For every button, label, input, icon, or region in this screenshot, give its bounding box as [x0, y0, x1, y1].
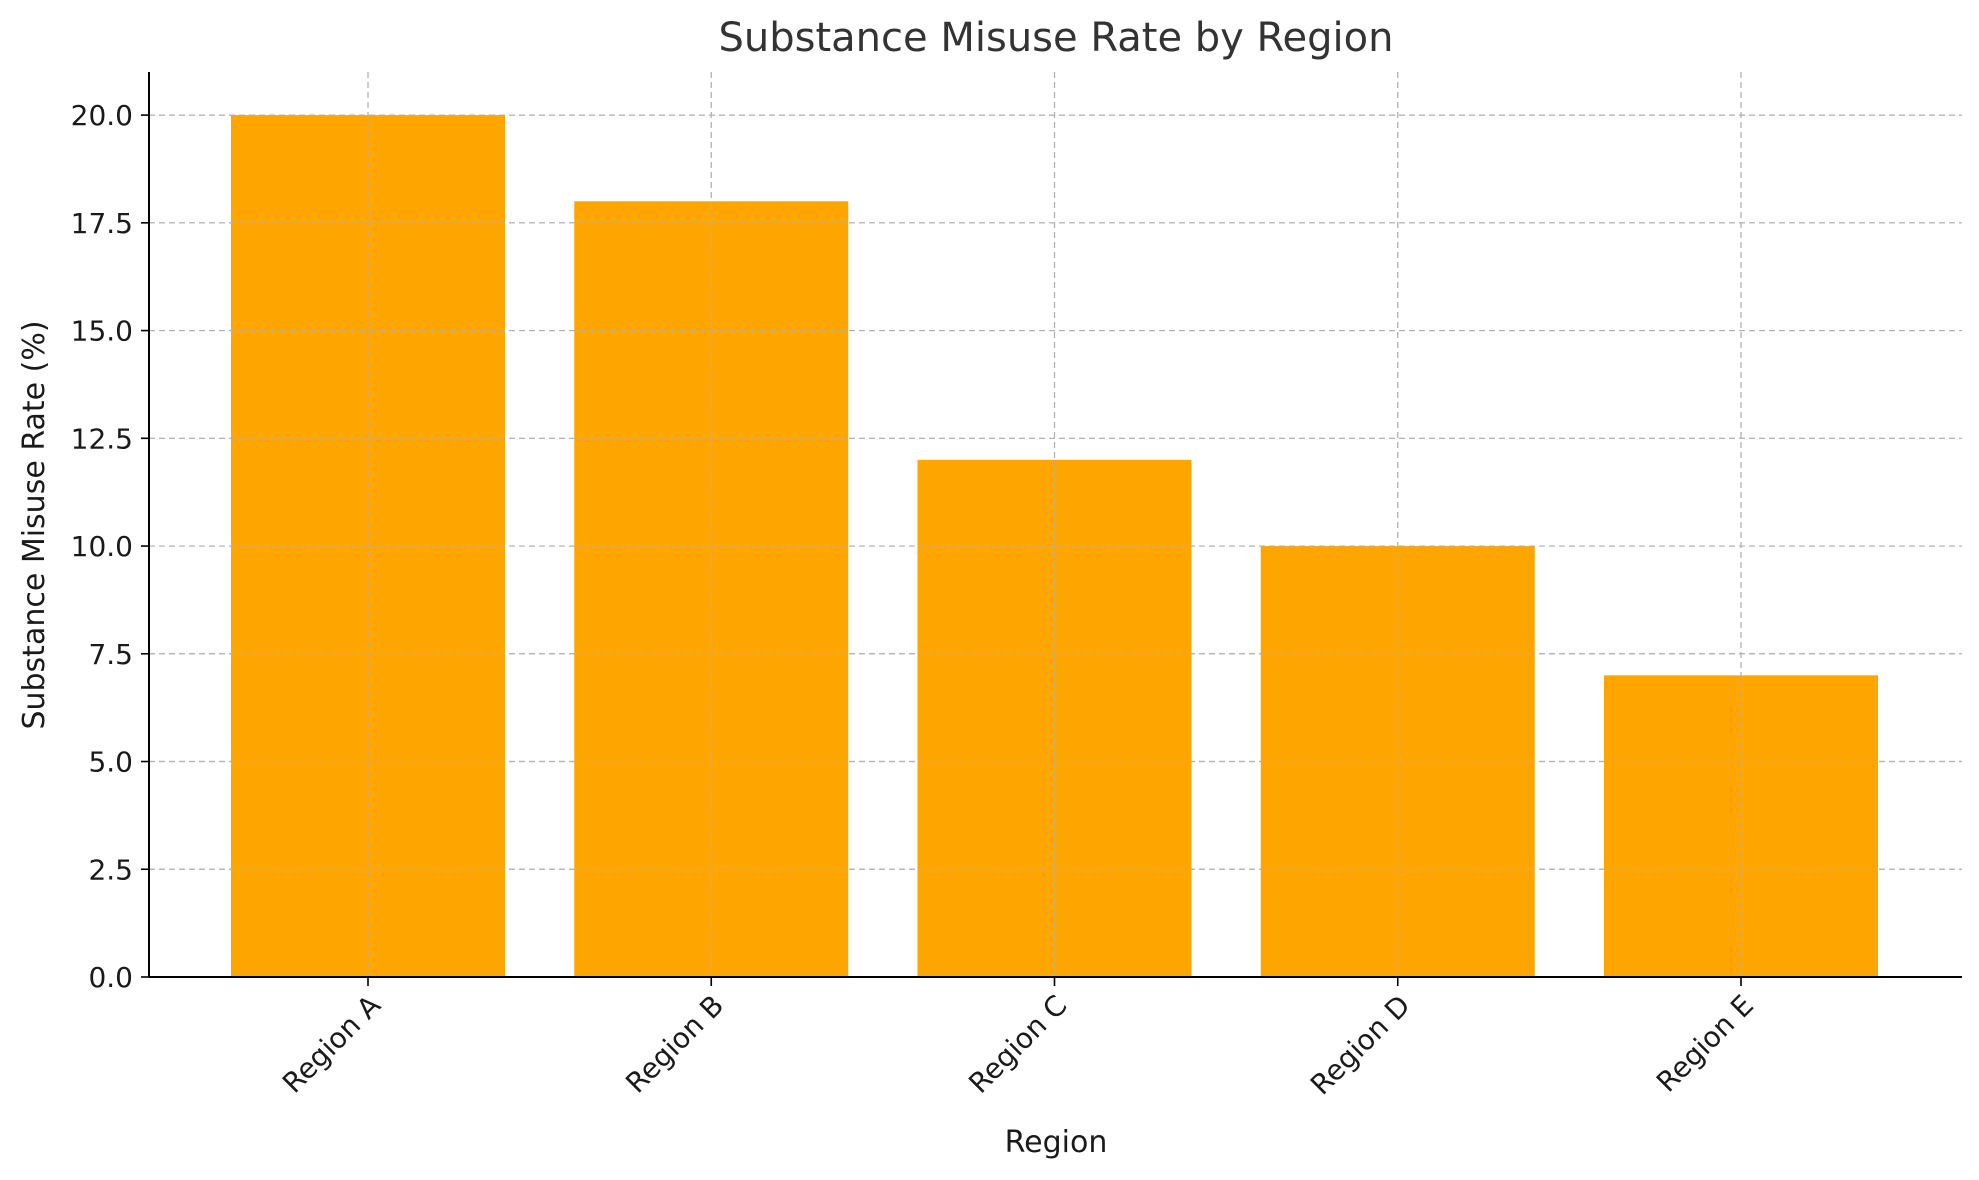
y-tick-label: 0.0	[88, 961, 133, 994]
x-axis-label: Region	[1005, 1125, 1108, 1160]
y-tick-label: 17.5	[71, 207, 133, 240]
y-axis-label: Substance Misuse Rate (%)	[17, 320, 52, 729]
x-tick-label: Region A	[276, 989, 387, 1100]
y-tick-label: 2.5	[88, 853, 133, 886]
y-tick-label: 20.0	[71, 99, 133, 132]
y-tick-label: 5.0	[88, 746, 133, 779]
x-tick-label: Region E	[1650, 989, 1760, 1099]
y-tick-label: 10.0	[71, 530, 133, 563]
bars	[149, 72, 1962, 978]
x-tick-label: Region C	[962, 989, 1073, 1100]
x-tick-label: Region B	[619, 989, 730, 1100]
x-tick-label: Region D	[1304, 989, 1417, 1102]
y-tick-label: 15.0	[71, 315, 133, 348]
chart-title: Substance Misuse Rate by Region	[719, 15, 1394, 61]
y-tick-label: 12.5	[71, 422, 133, 455]
y-tick-label: 7.5	[88, 638, 133, 671]
